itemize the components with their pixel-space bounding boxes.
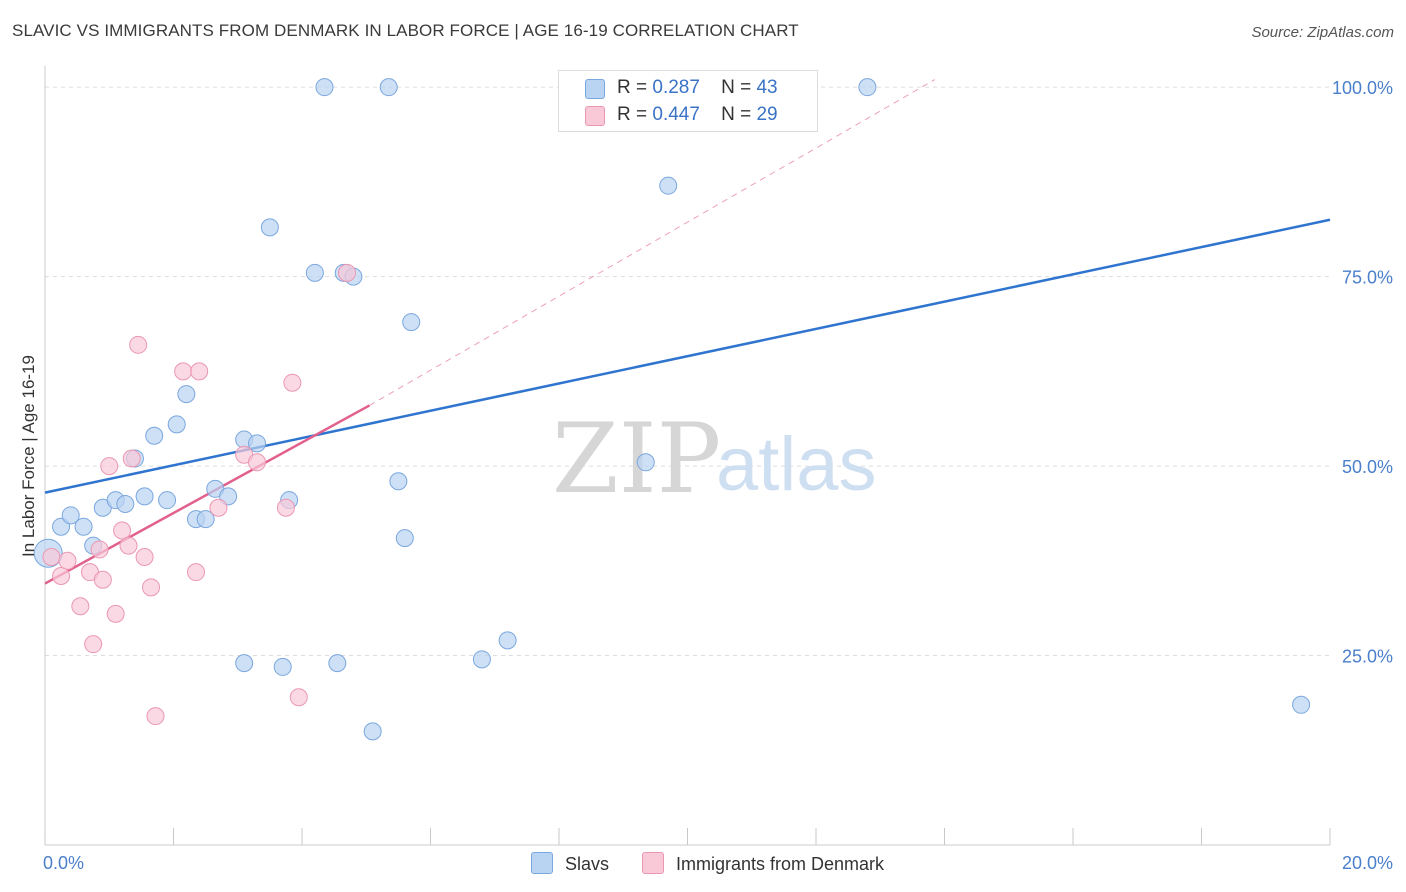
r-value: 0.447: [652, 104, 700, 125]
slavs-point: [315, 78, 334, 97]
slavs-point: [328, 654, 347, 673]
slavs-point: [273, 657, 292, 676]
x-tick-label: 0.0%: [43, 853, 84, 873]
slavs-swatch: [585, 79, 605, 99]
slavs-point: [402, 313, 421, 332]
denmark-point: [122, 449, 141, 468]
y-axis-label: In Labor Force | Age 16-19: [19, 355, 38, 557]
n-label: N =: [721, 77, 752, 98]
slavs-point: [248, 434, 267, 453]
n-value: 43: [756, 77, 778, 98]
denmark-point: [100, 457, 119, 476]
denmark-point: [146, 707, 165, 726]
slavs-point: [389, 472, 408, 491]
slavs-point: [158, 491, 177, 510]
y-tick-labels: 25.0% 50.0% 75.0% 100.0%: [1332, 78, 1393, 666]
slavs-point: [858, 78, 877, 97]
slavs-point: [498, 631, 517, 650]
denmark-trend-line: [44, 404, 371, 585]
denmark-point: [93, 570, 112, 589]
denmark-point: [337, 263, 356, 282]
slavs-point: [61, 506, 80, 525]
denmark-point: [42, 548, 61, 567]
slavs-point: [135, 487, 154, 506]
y-tick-label: 25.0%: [1342, 647, 1393, 667]
denmark-point: [174, 362, 193, 381]
slavs-point: [145, 426, 164, 445]
denmark-swatch: [642, 852, 664, 874]
denmark-point: [119, 536, 138, 555]
denmark-point: [58, 551, 77, 570]
slavs-point: [472, 650, 491, 669]
slavs-point: [659, 176, 678, 195]
axes: [44, 66, 1331, 846]
slavs-point: [305, 263, 324, 282]
source-label: Source: ZipAtlas.com: [1251, 24, 1394, 41]
r-label: R =: [617, 104, 648, 125]
slavs-swatch: [531, 852, 553, 874]
watermark-atlas: atlas: [716, 422, 877, 507]
slavs-point: [363, 722, 382, 741]
denmark-point: [289, 688, 308, 707]
denmark-point: [71, 597, 90, 616]
denmark-point: [135, 548, 154, 567]
slavs-point: [116, 494, 135, 513]
slavs-point: [1292, 695, 1311, 714]
slavs-point: [177, 385, 196, 404]
denmark-point: [209, 498, 228, 517]
n-label: N =: [721, 104, 752, 125]
slavs-point: [395, 529, 414, 548]
legend-item-denmark[interactable]: Immigrants from Denmark: [642, 852, 884, 875]
r-value: 0.287: [652, 77, 700, 98]
denmark-point: [106, 604, 125, 623]
denmark-point: [52, 566, 71, 585]
denmark-swatch: [585, 106, 605, 126]
denmark-point: [142, 578, 161, 597]
denmark-point: [129, 335, 148, 354]
y-tick-label: 50.0%: [1342, 457, 1393, 477]
slavs-point: [74, 517, 93, 536]
watermark-zip: ZIP: [552, 403, 721, 515]
correlation-legend: R = 0.287 N = 43 R = 0.447 N = 29: [558, 70, 818, 132]
denmark-point: [186, 563, 205, 582]
denmark-point: [84, 635, 103, 654]
denmark-point: [276, 498, 295, 517]
slavs-point: [167, 415, 186, 434]
denmark-point: [248, 453, 267, 472]
slavs-point: [636, 453, 655, 472]
denmark-trend-extension: [369, 79, 936, 406]
slavs-point: [260, 218, 279, 237]
legend-label: Immigrants from Denmark: [676, 854, 885, 874]
n-value: 29: [756, 104, 778, 125]
x-tick-labels: 0.0% 20.0%: [43, 853, 1393, 873]
y-tick-label: 100.0%: [1332, 78, 1393, 98]
denmark-point: [190, 362, 209, 381]
x-tick-label: 20.0%: [1342, 853, 1393, 873]
r-label: R =: [617, 77, 648, 98]
slavs-point: [235, 654, 254, 673]
chart-title: SLAVIC VS IMMIGRANTS FROM DENMARK IN LAB…: [12, 21, 799, 40]
legend-label: Slavs: [565, 854, 610, 874]
slavs-point: [379, 78, 398, 97]
legend-item-slavs[interactable]: Slavs: [531, 852, 609, 875]
denmark-point: [283, 373, 302, 392]
denmark-point: [90, 540, 109, 559]
denmark-point: [113, 521, 132, 540]
slavs-point: [196, 510, 215, 529]
y-tick-label: 75.0%: [1342, 268, 1393, 288]
gridlines: [45, 86, 1330, 657]
